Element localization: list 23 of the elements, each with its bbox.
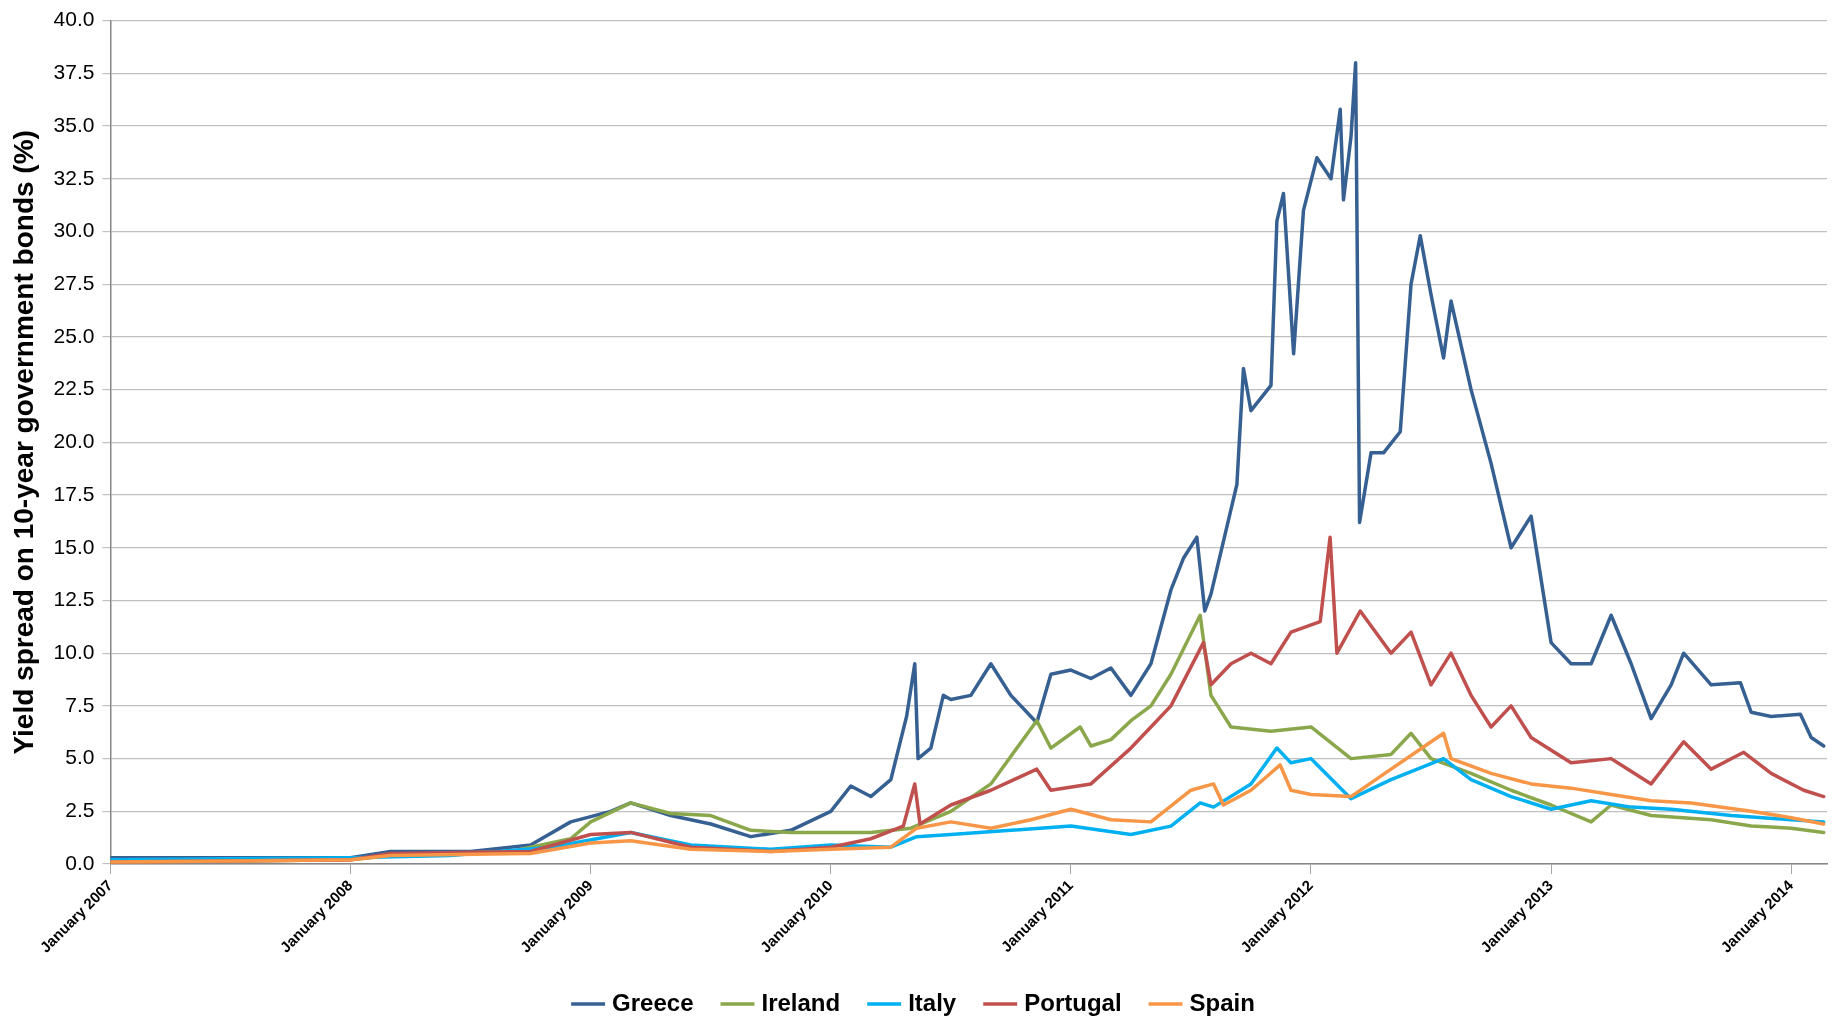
- legend-label: Portugal: [1024, 988, 1122, 1016]
- legend-label: Spain: [1189, 988, 1255, 1016]
- y-tick-label: 22.5: [53, 376, 95, 400]
- y-tick-label: 35.0: [53, 112, 95, 136]
- y-tick-label: 5.0: [65, 745, 95, 769]
- legend-label: Greece: [612, 988, 694, 1016]
- y-axis-title: Yield spread on 10-year government bonds (%): [7, 130, 39, 755]
- y-tick-label: 12.5: [53, 587, 95, 611]
- y-tick-label: 2.5: [65, 798, 95, 822]
- y-tick-label: 25.0: [53, 323, 95, 347]
- y-tick-label: 0.0: [65, 850, 95, 874]
- y-tick-label: 27.5: [53, 270, 95, 294]
- legend-label: Italy: [908, 988, 957, 1016]
- y-tick-label: 37.5: [53, 60, 95, 84]
- y-tick-label: 40.0: [53, 7, 95, 31]
- y-tick-label: 30.0: [53, 218, 95, 242]
- y-tick-label: 17.5: [53, 481, 95, 505]
- y-tick-label: 20.0: [53, 429, 95, 453]
- y-tick-label: 32.5: [53, 165, 95, 189]
- y-tick-label: 7.5: [65, 692, 95, 716]
- legend-label: Ireland: [761, 988, 841, 1016]
- y-tick-label: 10.0: [53, 639, 95, 663]
- y-tick-label: 15.0: [53, 534, 95, 558]
